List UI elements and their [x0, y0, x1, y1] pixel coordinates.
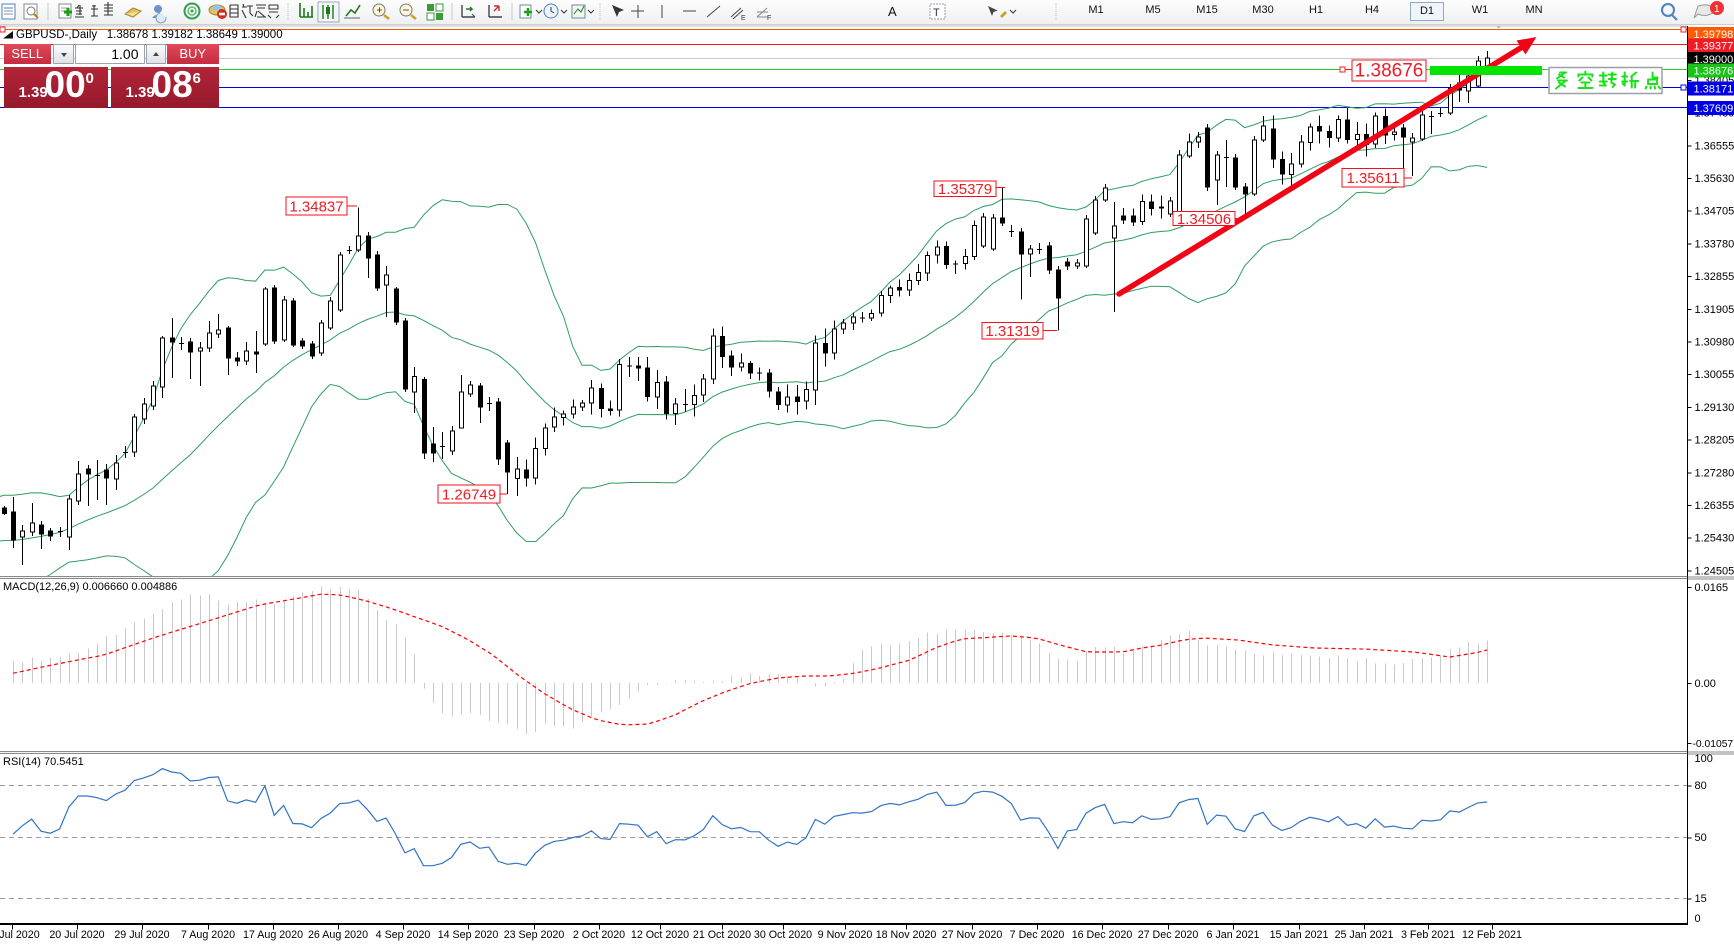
- svg-text:1.32855: 1.32855: [1695, 271, 1734, 283]
- svg-text:F: F: [767, 15, 771, 22]
- svg-text:6 Jan 2021: 6 Jan 2021: [1207, 929, 1260, 941]
- svg-text:3 Feb 2021: 3 Feb 2021: [1401, 929, 1455, 941]
- svg-text:A: A: [888, 4, 897, 19]
- svg-text:10 Jul 2020: 10 Jul 2020: [0, 929, 40, 941]
- svg-text:1.35379: 1.35379: [938, 181, 992, 198]
- svg-text:18 Nov 2020: 18 Nov 2020: [876, 929, 937, 941]
- svg-text:9 Nov 2020: 9 Nov 2020: [818, 929, 873, 941]
- svg-text:GBPUSD-,Daily 1.38678 1.3918: GBPUSD-,Daily 1.38678 1.39182 1.38649 1.…: [16, 29, 283, 41]
- svg-text:1.38676: 1.38676: [1355, 61, 1424, 82]
- svg-text:1.28205: 1.28205: [1695, 435, 1734, 447]
- svg-text:1.34837: 1.34837: [289, 198, 343, 215]
- svg-text:T: T: [933, 7, 940, 19]
- svg-text:1: 1: [1714, 4, 1720, 15]
- svg-text:4 Sep 2020: 4 Sep 2020: [376, 929, 431, 941]
- svg-text:1.39377: 1.39377: [1694, 41, 1734, 53]
- svg-text:1.25430: 1.25430: [1695, 533, 1734, 545]
- svg-text:1.35611: 1.35611: [1346, 170, 1399, 187]
- svg-text:0.00: 0.00: [1695, 678, 1716, 690]
- svg-text:2 Oct 2020: 2 Oct 2020: [573, 929, 625, 941]
- svg-text:21 Oct 2020: 21 Oct 2020: [693, 929, 751, 941]
- svg-text:100: 100: [1695, 753, 1713, 765]
- svg-text:1.33780: 1.33780: [1695, 238, 1734, 250]
- svg-text:27 Dec 2020: 27 Dec 2020: [1138, 929, 1199, 941]
- svg-text:1.27280: 1.27280: [1695, 467, 1734, 479]
- svg-text:50: 50: [1695, 832, 1707, 844]
- svg-text:80: 80: [1695, 780, 1707, 792]
- svg-text:20 Jul 2020: 20 Jul 2020: [49, 929, 104, 941]
- svg-text:16 Dec 2020: 16 Dec 2020: [1072, 929, 1133, 941]
- svg-text:14 Sep 2020: 14 Sep 2020: [438, 929, 499, 941]
- svg-text:E: E: [741, 15, 746, 22]
- svg-text:26 Aug 2020: 26 Aug 2020: [308, 929, 368, 941]
- svg-text:0.0165: 0.0165: [1695, 582, 1729, 594]
- svg-text:29 Jul 2020: 29 Jul 2020: [114, 929, 169, 941]
- svg-text:1.37609: 1.37609: [1694, 103, 1734, 115]
- svg-text:12 Feb 2021: 12 Feb 2021: [1462, 929, 1522, 941]
- svg-text:7 Aug 2020: 7 Aug 2020: [181, 929, 235, 941]
- svg-text:17 Aug 2020: 17 Aug 2020: [243, 929, 303, 941]
- svg-text:12 Oct 2020: 12 Oct 2020: [631, 929, 689, 941]
- svg-text:1.30055: 1.30055: [1695, 369, 1734, 381]
- svg-text:MACD(12,26,9) 0.006660 0.00488: MACD(12,26,9) 0.006660 0.004886: [3, 581, 177, 593]
- svg-text:1.26749: 1.26749: [442, 486, 496, 503]
- svg-text:1.26355: 1.26355: [1695, 500, 1734, 512]
- svg-text:7 Dec 2020: 7 Dec 2020: [1010, 929, 1065, 941]
- svg-text:1.34705: 1.34705: [1695, 206, 1734, 218]
- svg-text:1.31319: 1.31319: [985, 323, 1039, 340]
- svg-text:1.34506: 1.34506: [1177, 211, 1231, 228]
- svg-text:1.38676: 1.38676: [1694, 65, 1734, 77]
- svg-text:30 Oct 2020: 30 Oct 2020: [754, 929, 812, 941]
- svg-text:25 Jan 2021: 25 Jan 2021: [1335, 929, 1394, 941]
- svg-text:1.36555: 1.36555: [1695, 140, 1734, 152]
- svg-text:1.38171: 1.38171: [1694, 83, 1734, 95]
- svg-text:1.29130: 1.29130: [1695, 402, 1734, 414]
- svg-text:1.30980: 1.30980: [1695, 337, 1734, 349]
- svg-text:1.35630: 1.35630: [1695, 173, 1734, 185]
- svg-text:23 Sep 2020: 23 Sep 2020: [504, 929, 565, 941]
- svg-text:15 Jan 2021: 15 Jan 2021: [1270, 929, 1329, 941]
- svg-text:0: 0: [1695, 913, 1701, 925]
- svg-text:RSI(14) 70.5451: RSI(14) 70.5451: [3, 756, 84, 768]
- svg-text:27 Nov 2020: 27 Nov 2020: [942, 929, 1003, 941]
- svg-text:1.24505: 1.24505: [1695, 565, 1734, 577]
- svg-text:15: 15: [1695, 893, 1707, 905]
- svg-text:1.31905: 1.31905: [1695, 304, 1734, 316]
